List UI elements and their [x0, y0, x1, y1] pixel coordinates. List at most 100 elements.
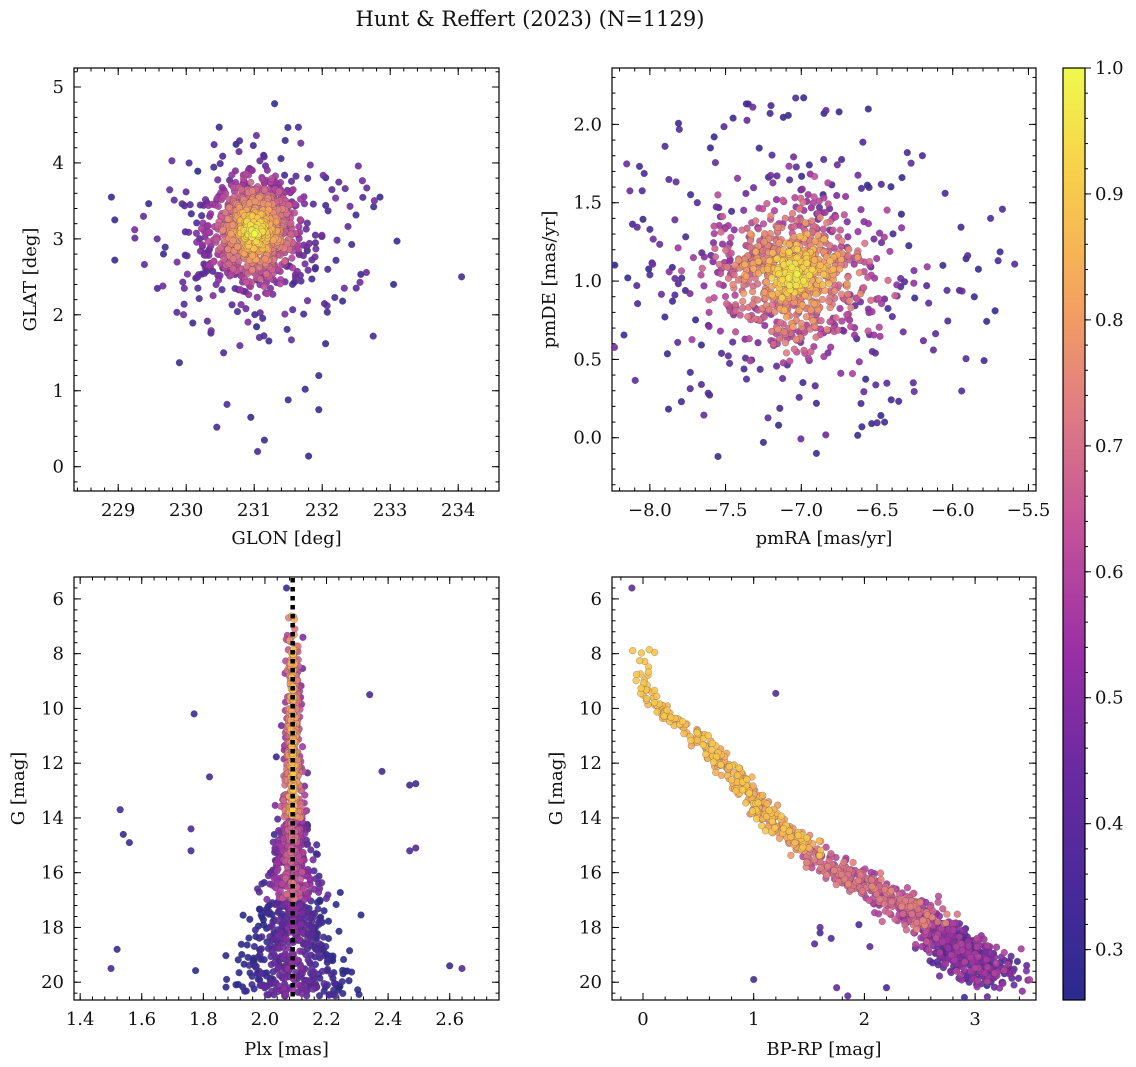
scatter-point [252, 323, 261, 331]
scatter-point [792, 94, 800, 102]
scatter-point [983, 317, 991, 326]
scatter-point [412, 780, 420, 788]
scatter-point [752, 217, 760, 225]
scatter-layer [107, 584, 466, 1000]
scatter-point [315, 992, 324, 1000]
scatter-point [819, 225, 827, 233]
scatter-point [834, 326, 842, 334]
scatter-point [767, 101, 775, 110]
scatter-point [646, 225, 654, 234]
scatter-layer [610, 94, 1019, 461]
scatter-point [876, 895, 884, 903]
scatter-point [844, 992, 852, 1000]
y-tick-label: 12 [41, 753, 64, 774]
scatter-point [297, 920, 305, 928]
x-tick-label: 3 [969, 1009, 980, 1030]
x-tick-label: 2.0 [251, 1009, 280, 1030]
scatter-point [183, 252, 191, 260]
scatter-point [788, 263, 796, 271]
scatter-point [854, 876, 863, 885]
scatter-point [288, 280, 297, 289]
scatter-point [610, 343, 619, 351]
scatter-point [338, 297, 347, 305]
scatter-point [281, 874, 290, 882]
scatter-point [328, 185, 336, 194]
scatter-point [306, 161, 314, 169]
scatter-point [939, 261, 947, 270]
scatter-point [865, 257, 874, 266]
scatter-point [767, 212, 775, 220]
scatter-point [998, 205, 1007, 213]
scatter-point [282, 584, 291, 592]
scatter-point [822, 431, 830, 439]
scatter-point [711, 253, 720, 261]
scatter-point [193, 273, 202, 281]
scatter-point [955, 933, 964, 941]
scatter-point [994, 257, 1002, 265]
scatter-point [259, 921, 268, 929]
scatter-point [305, 913, 313, 921]
scatter-point [355, 990, 363, 999]
scatter-point [916, 898, 924, 906]
scatter-point [335, 927, 343, 935]
scatter-point [221, 208, 230, 217]
scatter-point [776, 318, 784, 327]
scatter-point [833, 984, 841, 992]
scatter-point [799, 378, 807, 387]
scatter-point [885, 909, 893, 917]
scatter-point [249, 141, 257, 150]
scatter-point [742, 100, 750, 108]
scatter-point [814, 231, 822, 239]
scatter-point [868, 876, 876, 884]
x-tick-label: −6.5 [855, 500, 899, 521]
scatter-point [693, 199, 701, 207]
scatter-point [793, 245, 801, 254]
scatter-point [779, 196, 787, 204]
scatter-point [304, 266, 312, 274]
scatter-point [750, 975, 758, 984]
x-tick-label: 232 [305, 500, 339, 521]
scatter-point [724, 274, 733, 282]
scatter-point [855, 358, 863, 366]
scatter-point [228, 171, 236, 179]
scatter-point [785, 274, 793, 282]
scatter-point [960, 993, 969, 1002]
scatter-layer [107, 100, 466, 460]
scatter-point [339, 955, 348, 964]
scatter-point [772, 195, 781, 204]
scatter-point [868, 882, 876, 891]
scatter-point [633, 299, 642, 308]
x-tick-label: 231 [237, 500, 271, 521]
scatter-point [159, 282, 167, 290]
scatter-point [209, 291, 217, 300]
scatter-point [235, 147, 243, 156]
scatter-point [761, 230, 769, 238]
scatter-point [857, 205, 865, 214]
scatter-point [268, 922, 276, 930]
scatter-point [837, 369, 845, 377]
scatter-point [257, 945, 266, 953]
scatter-point [315, 940, 324, 948]
scatter-point [238, 950, 246, 959]
scatter-point [248, 266, 256, 274]
scatter-point [303, 941, 311, 949]
scatter-point [943, 286, 951, 295]
scatter-point [145, 200, 153, 208]
scatter-point [957, 223, 965, 231]
scatter-point [860, 388, 868, 396]
scatter-point [665, 175, 673, 184]
scatter-point [897, 274, 905, 283]
scatter-point [911, 940, 920, 949]
scatter-point [1017, 945, 1025, 953]
scatter-point [875, 910, 883, 918]
scatter-point [827, 849, 835, 858]
scatter-point [840, 211, 848, 219]
scatter-point [779, 359, 787, 367]
scatter-point [964, 942, 973, 950]
scatter-point [999, 979, 1007, 988]
scatter-point [263, 166, 271, 174]
x-axis-label: pmRA [mas/yr] [756, 528, 893, 549]
scatter-point [865, 896, 873, 904]
scatter-point [752, 248, 760, 256]
scatter-point [714, 191, 722, 199]
